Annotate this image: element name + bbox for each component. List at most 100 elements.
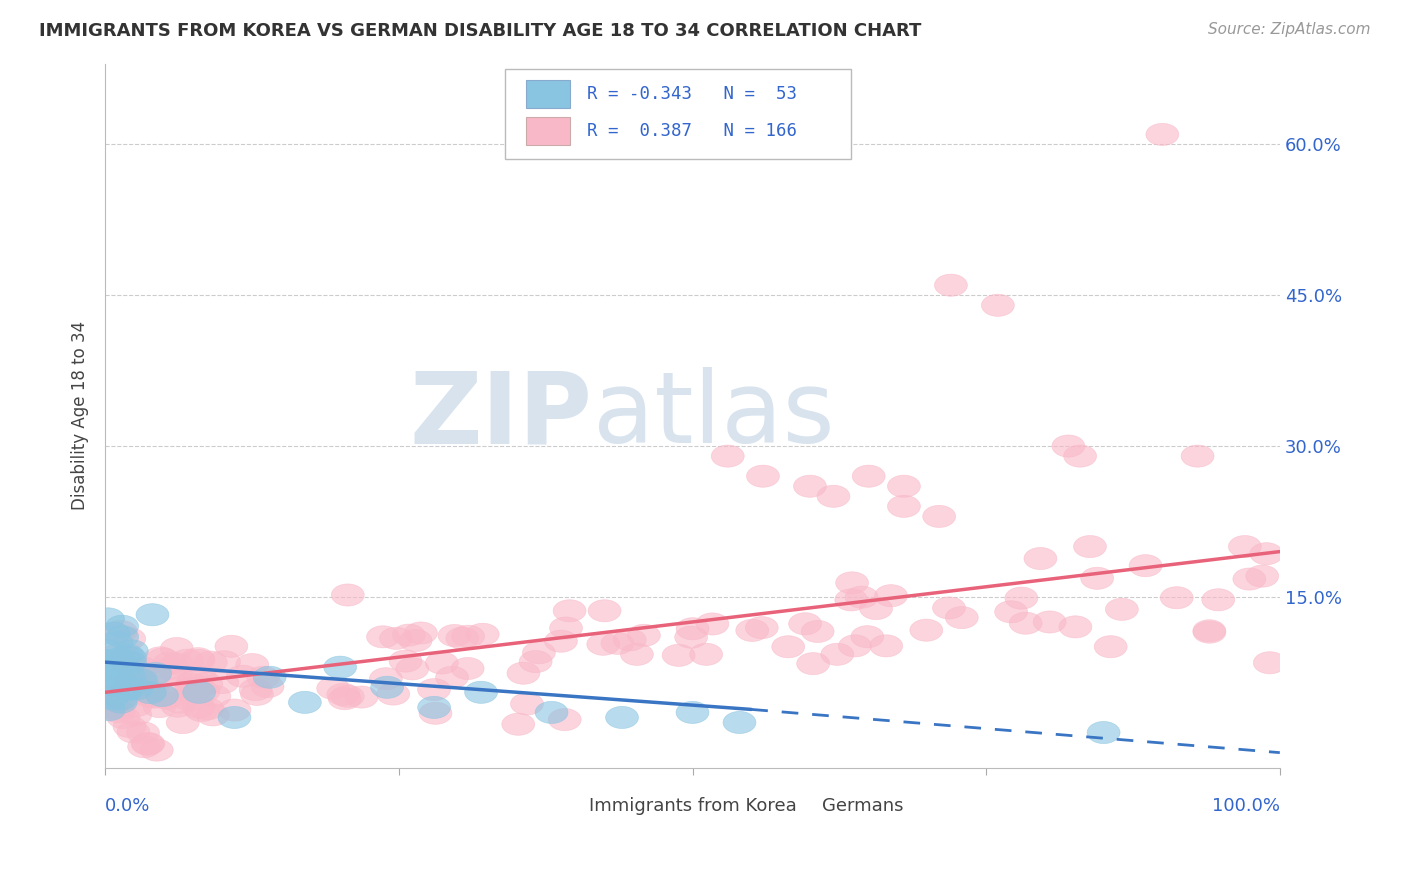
Ellipse shape (588, 599, 621, 622)
Ellipse shape (107, 706, 141, 729)
Ellipse shape (128, 736, 160, 757)
Ellipse shape (793, 475, 827, 498)
Ellipse shape (747, 465, 779, 487)
Ellipse shape (104, 621, 138, 642)
Ellipse shape (1005, 587, 1038, 609)
Ellipse shape (328, 688, 361, 710)
Ellipse shape (105, 615, 139, 637)
Ellipse shape (194, 651, 228, 673)
Ellipse shape (910, 619, 943, 641)
Ellipse shape (451, 657, 484, 680)
Ellipse shape (136, 604, 169, 626)
Ellipse shape (100, 691, 132, 714)
Ellipse shape (105, 626, 139, 648)
Ellipse shape (1010, 612, 1042, 634)
Ellipse shape (519, 650, 553, 673)
Ellipse shape (1202, 589, 1234, 611)
Ellipse shape (367, 626, 399, 648)
Ellipse shape (98, 674, 132, 697)
Ellipse shape (797, 653, 830, 674)
Ellipse shape (1250, 542, 1282, 565)
Ellipse shape (1246, 566, 1278, 587)
Ellipse shape (426, 652, 458, 674)
Text: 0.0%: 0.0% (105, 797, 150, 815)
Ellipse shape (181, 648, 214, 670)
Ellipse shape (183, 681, 215, 704)
Ellipse shape (852, 465, 886, 487)
Ellipse shape (723, 712, 756, 733)
Ellipse shape (523, 641, 555, 664)
Ellipse shape (745, 616, 778, 639)
Ellipse shape (662, 644, 695, 666)
Ellipse shape (180, 677, 212, 699)
Ellipse shape (696, 613, 728, 635)
Ellipse shape (994, 600, 1028, 623)
Text: ZIP: ZIP (409, 368, 593, 465)
Ellipse shape (1253, 652, 1286, 673)
Ellipse shape (138, 686, 172, 708)
Ellipse shape (236, 654, 269, 675)
Ellipse shape (1105, 599, 1139, 621)
Ellipse shape (190, 673, 222, 695)
Ellipse shape (405, 622, 437, 644)
Ellipse shape (114, 677, 146, 699)
Ellipse shape (835, 572, 869, 594)
Ellipse shape (1160, 587, 1194, 609)
Ellipse shape (392, 624, 425, 646)
Ellipse shape (141, 739, 173, 761)
Ellipse shape (118, 704, 152, 726)
Ellipse shape (467, 624, 499, 646)
Ellipse shape (240, 683, 273, 706)
Ellipse shape (100, 632, 134, 654)
Ellipse shape (90, 649, 124, 672)
Ellipse shape (136, 675, 169, 698)
Ellipse shape (127, 681, 160, 704)
Ellipse shape (127, 722, 159, 744)
Ellipse shape (114, 669, 148, 691)
Ellipse shape (399, 630, 432, 652)
Ellipse shape (208, 651, 240, 673)
Ellipse shape (851, 625, 884, 648)
Ellipse shape (138, 665, 170, 688)
Ellipse shape (536, 701, 568, 723)
Ellipse shape (104, 669, 136, 691)
Ellipse shape (323, 657, 357, 678)
Ellipse shape (859, 598, 893, 620)
Ellipse shape (120, 659, 152, 681)
Ellipse shape (326, 683, 360, 706)
Ellipse shape (870, 635, 903, 657)
Ellipse shape (114, 647, 146, 669)
Ellipse shape (801, 621, 834, 642)
Ellipse shape (115, 675, 149, 698)
Ellipse shape (150, 688, 184, 709)
Ellipse shape (1024, 548, 1057, 570)
Bar (554, 797, 583, 818)
Ellipse shape (1052, 435, 1085, 457)
Text: atlas: atlas (593, 368, 834, 465)
Ellipse shape (981, 294, 1014, 317)
Ellipse shape (103, 648, 135, 670)
Ellipse shape (380, 627, 412, 649)
Text: Immigrants from Korea: Immigrants from Korea (589, 797, 797, 815)
Ellipse shape (370, 668, 402, 690)
Ellipse shape (676, 701, 709, 723)
Ellipse shape (186, 699, 218, 722)
Ellipse shape (122, 665, 156, 688)
Ellipse shape (112, 665, 146, 687)
Ellipse shape (377, 683, 409, 705)
Ellipse shape (332, 584, 364, 606)
Ellipse shape (103, 685, 135, 707)
Bar (526, 79, 571, 108)
Ellipse shape (176, 681, 208, 704)
Ellipse shape (550, 617, 582, 640)
Ellipse shape (90, 654, 122, 676)
Ellipse shape (93, 655, 125, 677)
Ellipse shape (90, 665, 122, 688)
Ellipse shape (1064, 445, 1097, 467)
Ellipse shape (332, 685, 364, 707)
Ellipse shape (789, 613, 821, 635)
Ellipse shape (103, 658, 136, 680)
Ellipse shape (104, 643, 136, 665)
Bar (526, 117, 571, 145)
Ellipse shape (120, 678, 153, 700)
